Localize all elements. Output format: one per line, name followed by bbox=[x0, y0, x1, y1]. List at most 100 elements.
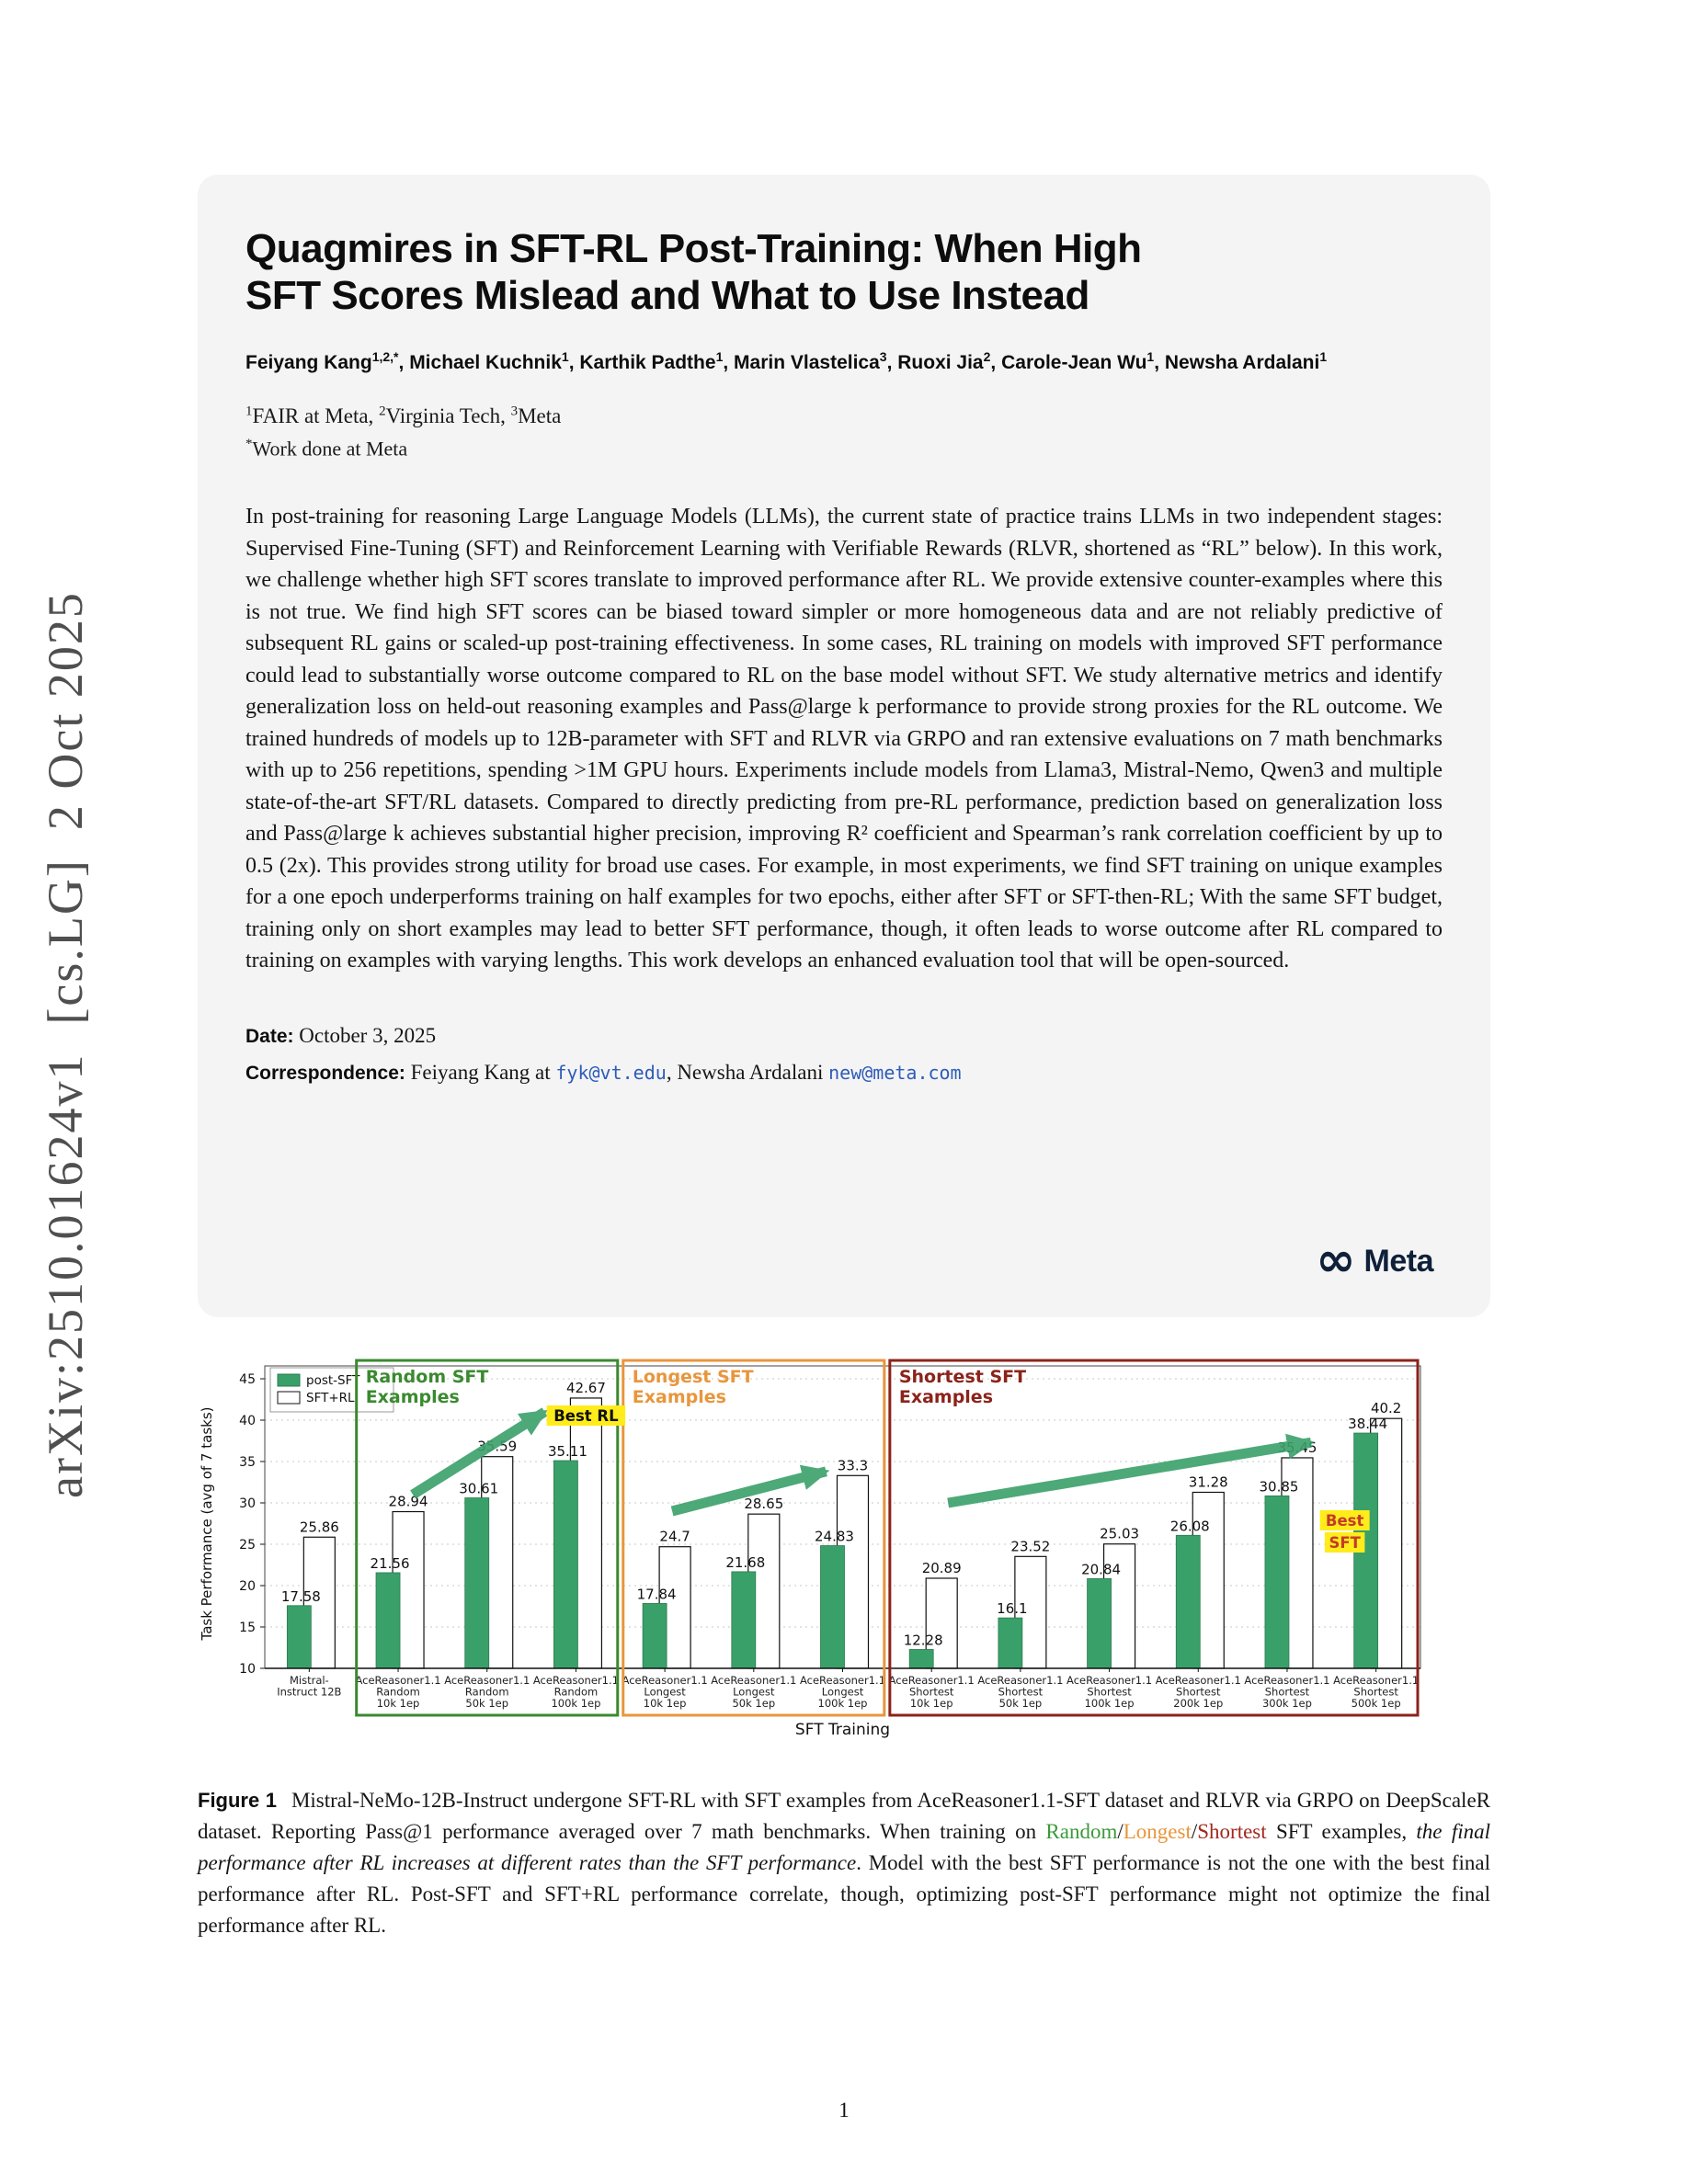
y-tick-label: 20 bbox=[239, 1579, 256, 1594]
y-tick-label: 30 bbox=[239, 1496, 256, 1511]
caption-sep1: / bbox=[1117, 1820, 1123, 1843]
x-tick-label: Random bbox=[554, 1686, 599, 1699]
y-tick-label: 45 bbox=[239, 1372, 256, 1387]
arxiv-watermark: arXiv:2510.01624v1 [cs.LG] 2 Oct 2025 bbox=[38, 591, 93, 1498]
x-tick-label: Mistral- bbox=[290, 1674, 329, 1687]
section-title: Examples bbox=[899, 1387, 993, 1407]
meta-logo-wordmark: Meta bbox=[1363, 1243, 1434, 1279]
x-tick-label: AceReasoner1.1 bbox=[800, 1674, 885, 1687]
date-row: Date: October 3, 2025 bbox=[245, 1018, 1443, 1054]
correspondence-label: Correspondence: bbox=[245, 1063, 405, 1085]
x-tick-label: Longest bbox=[822, 1686, 864, 1699]
bar-value-sft-rl: 24.7 bbox=[659, 1529, 690, 1545]
meta-logo: ∞ Meta bbox=[1316, 1237, 1434, 1284]
bar-value-sft-rl: 20.89 bbox=[922, 1560, 962, 1576]
annotation-text: SFT bbox=[1329, 1534, 1361, 1552]
section-box bbox=[888, 1359, 1420, 1717]
bar-value-post-sft: 30.61 bbox=[459, 1481, 498, 1497]
bar-post-sft-10 bbox=[1175, 1534, 1201, 1669]
email-link-new[interactable]: new@meta.com bbox=[828, 1062, 962, 1085]
x-tick-label: Longest bbox=[644, 1686, 686, 1699]
x-tick-label: Random bbox=[465, 1686, 509, 1699]
bar-value-post-sft: 35.11 bbox=[548, 1443, 587, 1460]
bar-post-sft-1 bbox=[375, 1572, 401, 1669]
header-card: Quagmires in SFT-RL Post-Training: When … bbox=[198, 175, 1490, 1317]
bar-post-sft-0 bbox=[286, 1605, 312, 1669]
date-label: Date: bbox=[245, 1025, 294, 1047]
bar-value-post-sft: 38.44 bbox=[1348, 1416, 1387, 1432]
bar-post-sft-7 bbox=[908, 1649, 934, 1669]
figure-caption: Figure 1 Mistral-NeMo-12B-Instruct underg… bbox=[198, 1785, 1490, 1941]
bar-post-sft-11 bbox=[1264, 1495, 1290, 1669]
y-axis-title: Task Performance (avg of 7 tasks) bbox=[199, 1407, 215, 1642]
figure-label: Figure 1 bbox=[198, 1789, 277, 1812]
x-tick-label: 200k 1ep bbox=[1173, 1697, 1223, 1710]
y-tick-label: 35 bbox=[239, 1455, 256, 1470]
x-tick-label: Instruct 12B bbox=[277, 1686, 341, 1699]
section-title: Random SFT bbox=[366, 1367, 489, 1387]
bar-value-post-sft: 17.58 bbox=[281, 1588, 321, 1605]
bar-value-post-sft: 16.1 bbox=[997, 1600, 1027, 1617]
correspondence-row: Correspondence: Feiyang Kang at fyk@vt.e… bbox=[245, 1054, 1443, 1091]
bar-value-sft-rl: 31.28 bbox=[1189, 1473, 1228, 1490]
paper-title-line1: Quagmires in SFT-RL Post-Training: When … bbox=[245, 226, 1142, 271]
correspondence-text-2: , Newsha Ardalani bbox=[666, 1061, 829, 1085]
x-tick-label: Random bbox=[376, 1686, 420, 1699]
bar-post-sft-4 bbox=[642, 1603, 667, 1669]
x-tick-label: Shortest bbox=[1176, 1686, 1221, 1699]
page-number: 1 bbox=[838, 2099, 850, 2121]
x-tick-label: AceReasoner1.1 bbox=[1156, 1674, 1241, 1687]
trend-arrow bbox=[410, 1407, 548, 1499]
bar-value-post-sft: 30.85 bbox=[1259, 1478, 1298, 1495]
annotation-text: Best bbox=[1326, 1512, 1364, 1530]
caption-part1: Mistral-NeMo-12B-Instruct undergone SFT-… bbox=[198, 1789, 1490, 1843]
caption-word-longest: Longest bbox=[1123, 1820, 1192, 1843]
annotation-text: Best RL bbox=[553, 1407, 619, 1425]
legend-swatch-post-sft bbox=[277, 1373, 301, 1387]
bar-value-sft-rl: 23.52 bbox=[1010, 1538, 1050, 1554]
section-title: Longest SFT bbox=[633, 1367, 754, 1387]
bar-value-sft-rl: 28.65 bbox=[744, 1496, 783, 1512]
bar-value-post-sft: 26.08 bbox=[1170, 1518, 1210, 1534]
x-tick-label: Longest bbox=[733, 1686, 775, 1699]
footnote-text: Work done at Meta bbox=[252, 437, 408, 461]
correspondence-text-1: Feiyang Kang at bbox=[410, 1061, 556, 1085]
caption-word-random: Random bbox=[1045, 1820, 1118, 1843]
x-tick-label: 300k 1ep bbox=[1262, 1697, 1312, 1710]
caption-italic: the final performance after RL increases… bbox=[198, 1820, 1490, 1874]
figure1-bar-chart: 101520253035404525.8617.5828.9421.5635.5… bbox=[199, 1359, 1421, 1739]
y-tick-label: 10 bbox=[239, 1662, 256, 1677]
footnote-work-done: *Work done at Meta bbox=[245, 437, 1443, 461]
x-tick-label: AceReasoner1.1 bbox=[533, 1674, 619, 1687]
caption-part3: . Model with the best SFT performance is… bbox=[198, 1851, 1491, 1937]
section-box bbox=[622, 1359, 886, 1717]
y-tick-label: 40 bbox=[239, 1414, 256, 1428]
x-tick-label: AceReasoner1.1 bbox=[711, 1674, 796, 1687]
abstract: In post-training for reasoning Large Lan… bbox=[245, 505, 1443, 973]
trend-arrow bbox=[670, 1464, 830, 1517]
trend-arrow bbox=[947, 1433, 1315, 1508]
section-title: Examples bbox=[633, 1387, 726, 1407]
bar-value-sft-rl: 40.2 bbox=[1371, 1400, 1401, 1416]
figure-1: 101520253035404525.8617.5828.9421.5635.5… bbox=[193, 1359, 1434, 1754]
x-tick-label: AceReasoner1.1 bbox=[889, 1674, 975, 1687]
bar-post-sft-8 bbox=[998, 1617, 1023, 1669]
x-tick-label: 10k 1ep bbox=[377, 1697, 420, 1710]
legend-label-sft-rl: SFT+RL bbox=[306, 1391, 355, 1405]
x-tick-label: 100k 1ep bbox=[818, 1697, 868, 1710]
x-tick-label: AceReasoner1.1 bbox=[977, 1674, 1063, 1687]
bar-value-sft-rl: 25.86 bbox=[300, 1519, 339, 1535]
x-tick-label: 50k 1ep bbox=[465, 1697, 508, 1710]
x-tick-label: Shortest bbox=[909, 1686, 954, 1699]
x-tick-label: Shortest bbox=[1265, 1686, 1310, 1699]
bar-value-sft-rl: 28.94 bbox=[389, 1494, 428, 1510]
email-link-fyk[interactable]: fyk@vt.edu bbox=[555, 1062, 667, 1085]
x-tick-label: AceReasoner1.1 bbox=[1244, 1674, 1329, 1687]
footnote-asterisk: * bbox=[245, 437, 253, 451]
x-tick-label: 10k 1ep bbox=[644, 1697, 687, 1710]
meta-info-block: Date: October 3, 2025 Correspondence: Fe… bbox=[245, 1018, 1443, 1092]
x-tick-label: AceReasoner1.1 bbox=[622, 1674, 708, 1687]
legend-swatch-sft-rl bbox=[277, 1391, 301, 1405]
date-value: October 3, 2025 bbox=[299, 1023, 437, 1047]
paper-title-line2: SFT Scores Mislead and What to Use Inste… bbox=[245, 273, 1089, 319]
